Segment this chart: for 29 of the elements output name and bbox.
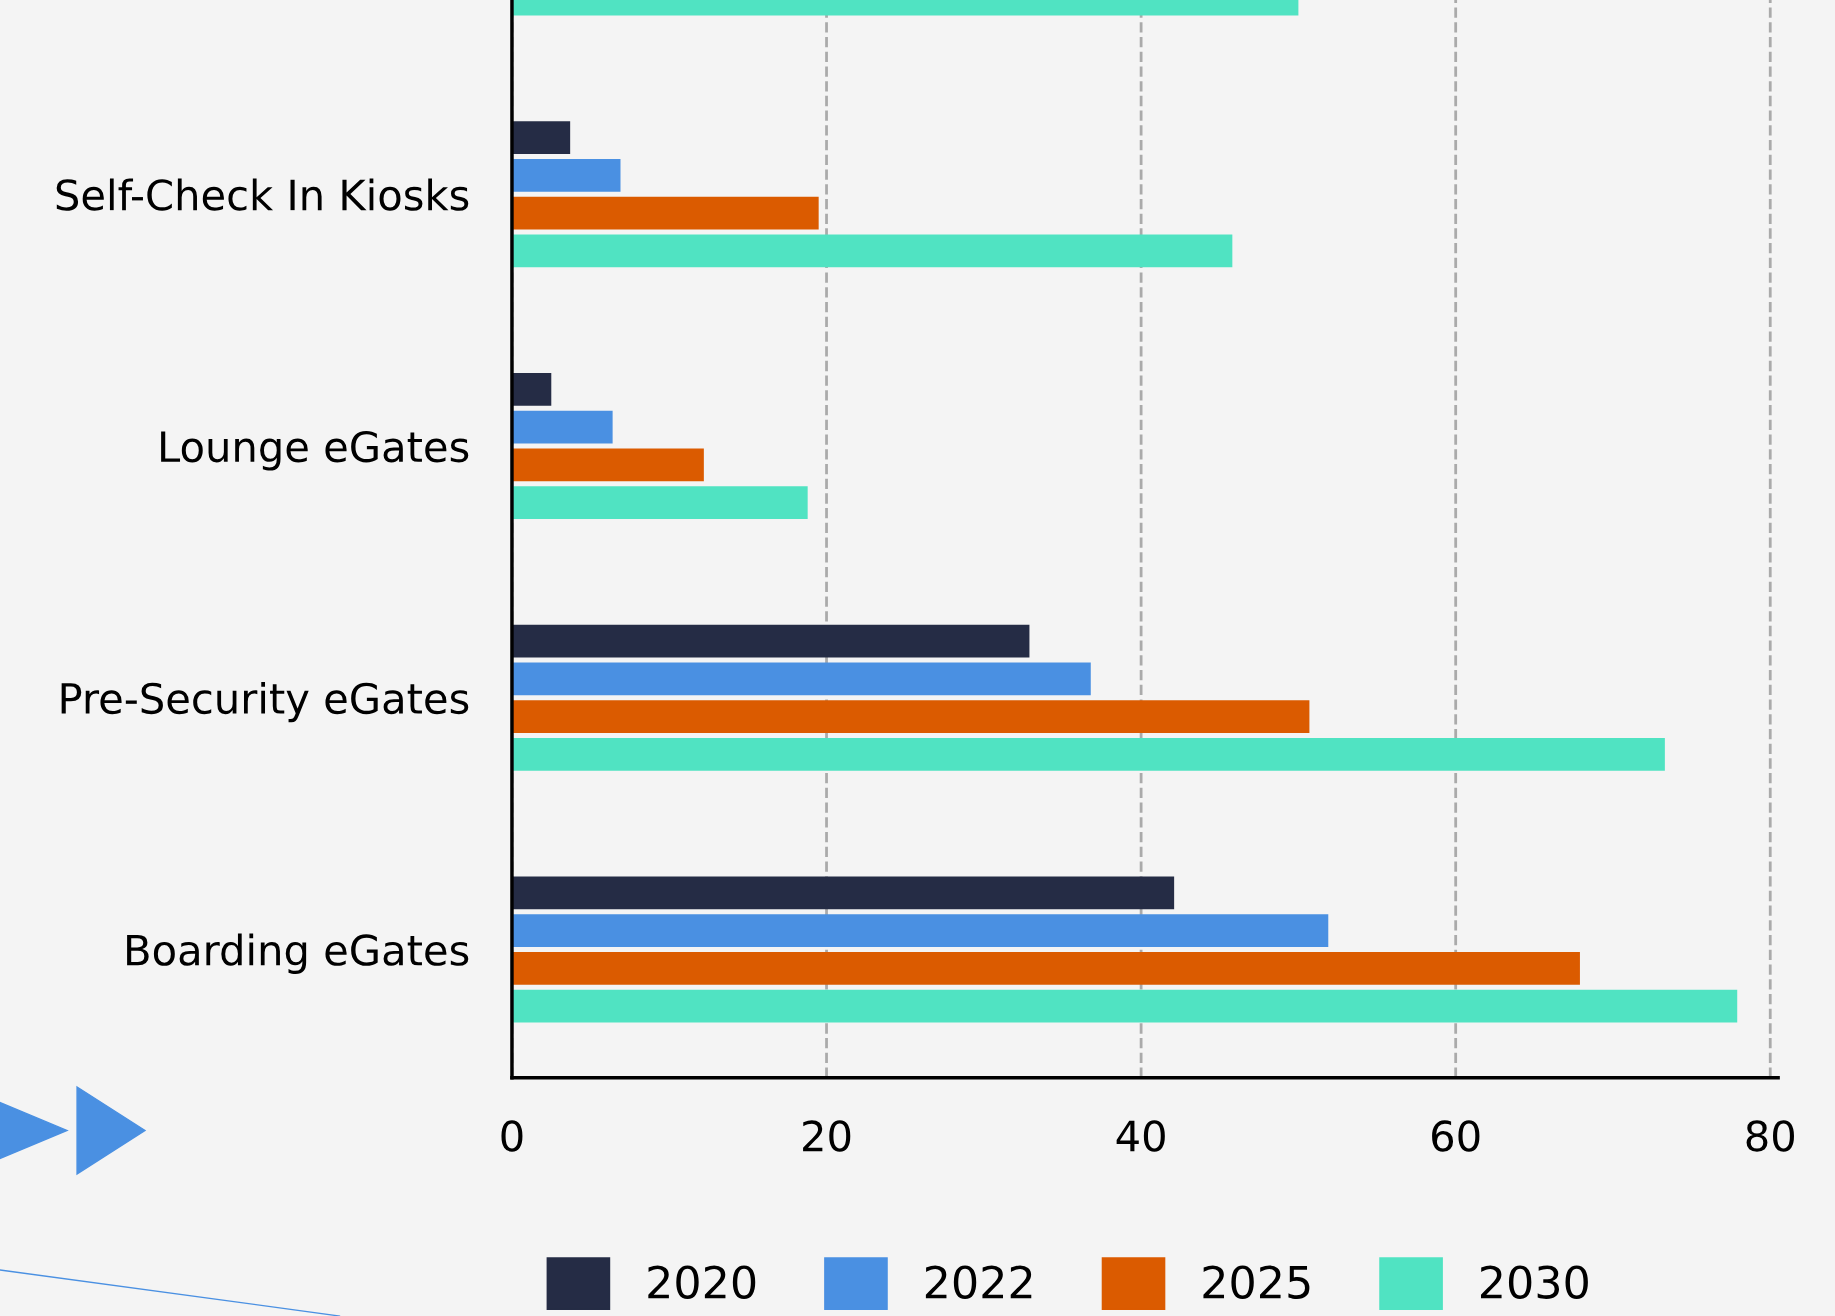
x-tick-label: 60 [1432,1120,1480,1152]
bar [511,738,1665,771]
bar [511,373,552,406]
bar [511,662,1091,696]
legend-label: 2022 [925,1265,1032,1299]
y-tick-label: Pre-Security eGates [61,681,469,723]
bar [511,951,1580,985]
bar [511,876,1175,910]
x-tick-label: 0 [501,1120,523,1152]
y-tick-label: Self-Check In Kiosks [56,178,469,211]
bar [511,914,1329,947]
legend-label: 2020 [648,1265,756,1299]
bar [511,700,1310,733]
y-tick-label: Lounge eGates [161,430,469,471]
bar [511,196,819,230]
bar [511,486,808,520]
bar [511,410,613,444]
legend-label: 2030 [1480,1265,1588,1299]
x-tick-label: 80 [1746,1120,1794,1152]
bar [511,989,1738,1023]
y-tick-label: Boarding eGates [127,933,469,974]
bar [511,121,571,155]
bar [511,159,621,192]
x-tick-label: 20 [803,1120,851,1152]
bar [511,234,1233,268]
bar [511,624,1030,658]
legend-label: 2025 [1203,1265,1310,1299]
x-tick-label: 40 [1116,1120,1165,1152]
bar [511,448,704,482]
